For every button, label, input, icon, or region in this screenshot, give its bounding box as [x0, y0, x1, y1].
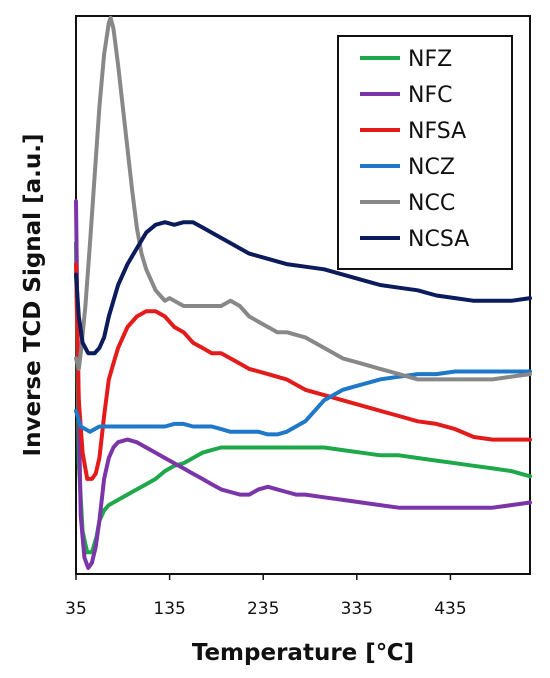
- legend-label-nfz: NFZ: [408, 47, 452, 72]
- x-tick-label: 235: [247, 599, 279, 619]
- x-tick-label: 135: [153, 599, 185, 619]
- x-axis-title: Temperature [℃]: [192, 640, 414, 666]
- legend-box: [337, 35, 513, 270]
- x-tick-label: 35: [65, 599, 87, 619]
- legend-label-ncsa: NCSA: [408, 227, 469, 252]
- legend: NFZ NFC NFSA NCZ NCC NCSA: [337, 35, 513, 270]
- x-axis-ticks: 35 135 235 335 435: [65, 574, 467, 619]
- x-tick-label: 335: [341, 599, 373, 619]
- legend-label-ncz: NCZ: [408, 155, 455, 180]
- series-line-ncc: [74, 15, 532, 382]
- legend-label-nfsa: NFSA: [408, 119, 466, 144]
- series-line-nfc: [74, 199, 532, 570]
- legend-label-ncc: NCC: [408, 191, 455, 216]
- series-line-nfsa: [74, 262, 532, 481]
- x-tick-label: 435: [434, 599, 466, 619]
- legend-label-nfc: NFC: [408, 83, 452, 108]
- series-line-ncsa: [74, 220, 532, 356]
- y-axis-title: Inverse TCD Signal [a.u.]: [20, 134, 46, 457]
- series-layer: [74, 15, 532, 570]
- legend-items: NFZ NFC NFSA NCZ NCC NCSA: [360, 47, 469, 252]
